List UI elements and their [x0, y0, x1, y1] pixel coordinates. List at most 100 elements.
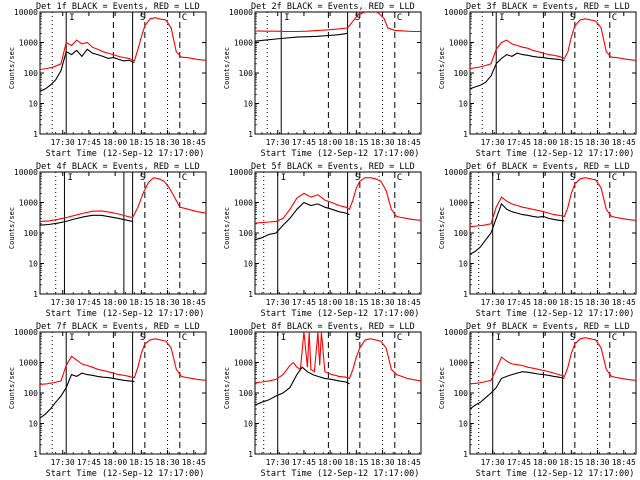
x-tick-label: 17:45 — [292, 298, 316, 307]
x-tick-label: 17:45 — [77, 138, 101, 147]
y-tick-label: 1 — [33, 130, 38, 139]
x-axis-label: Start Time (12-Sep-12 17:17:00) — [260, 469, 420, 479]
events-series-line — [40, 48, 135, 92]
interval-marker-label: I — [499, 13, 504, 23]
panel-svg: 1 10 100 1000 10000 17:30 17:45 18:00 18:15 18:30… — [229, 168, 422, 307]
panel-svg: 1 10 100 1000 10000 17:30 17:45 18:00 18:15 18:30… — [14, 168, 207, 307]
panel-title: Det 6f BLACK = Events, RED = LLD — [466, 162, 630, 172]
x-tick-label: 18:45 — [397, 298, 421, 307]
y-tick-label: 10000 — [14, 8, 38, 17]
y-tick-label: 10 — [458, 100, 468, 109]
y-tick-label: 1 — [33, 290, 38, 299]
y-tick-label: 1000 — [449, 199, 468, 208]
y-axis-label: Counts/sec — [223, 206, 231, 250]
y-axis-label: Counts/sec — [8, 366, 16, 410]
x-axis-label: Start Time (12-Sep-12 17:17:00) — [260, 149, 420, 159]
y-tick-label: 100 — [239, 69, 254, 78]
lld-series-line — [470, 337, 636, 385]
y-tick-label: 10 — [458, 260, 468, 269]
x-axis-label: Start Time (12-Sep-12 17:17:00) — [45, 149, 205, 159]
interval-marker-label: I — [281, 173, 286, 183]
events-series-line — [40, 214, 133, 226]
interval-marker-label: S — [140, 13, 145, 23]
interval-marker-label: I — [69, 13, 74, 23]
panel-svg: 1 10 100 1000 10000 17:30 17:45 18:00 18:15 18:30… — [229, 328, 422, 467]
panel-svg: 1 10 100 1000 10000 17:30 17:45 18:00 18:15 18:30… — [14, 328, 207, 467]
x-tick-label: 17:45 — [292, 458, 316, 467]
y-tick-label: 10000 — [229, 8, 253, 17]
y-tick-label: 1000 — [234, 39, 253, 48]
interval-marker-label: S — [355, 13, 360, 23]
interval-marker-label: I — [69, 333, 74, 343]
y-tick-label: 10 — [28, 420, 38, 429]
x-tick-label: 18:15 — [129, 458, 153, 467]
plot-frame — [254, 171, 422, 295]
y-tick-label: 1 — [463, 450, 468, 459]
x-tick-label: 18:15 — [129, 138, 153, 147]
x-tick-label: 18:15 — [559, 298, 583, 307]
y-tick-label: 10000 — [444, 8, 468, 17]
lld-series-line — [470, 177, 636, 228]
lld-series-line — [40, 338, 206, 386]
x-tick-label: 18:00 — [103, 458, 127, 467]
interval-marker-label: C — [612, 173, 617, 183]
x-tick-label: 17:30 — [266, 138, 290, 147]
y-axis-label: Counts/sec — [8, 46, 16, 90]
x-tick-label: 18:00 — [318, 138, 342, 147]
y-tick-label: 100 — [24, 69, 39, 78]
events-series-line — [255, 201, 350, 241]
x-axis-label: Start Time (12-Sep-12 17:17:00) — [475, 149, 635, 159]
x-tick-label: 18:30 — [371, 298, 395, 307]
panel-svg: 1 10 100 1000 10000 17:30 17:45 18:00 18:15 18:30… — [444, 8, 637, 147]
x-tick-label: 18:00 — [103, 298, 127, 307]
x-tick-label: 18:45 — [182, 138, 206, 147]
x-tick-label: 18:30 — [371, 138, 395, 147]
plot-frame — [254, 331, 422, 455]
y-tick-label: 1000 — [234, 359, 253, 368]
lld-series-line — [40, 17, 206, 71]
y-tick-label: 1 — [248, 290, 253, 299]
events-series-line — [470, 202, 565, 255]
detector-panel: 1 10 100 1000 10000 17:30 17:45 18:00 18:15 18:30… — [430, 320, 640, 480]
lld-series-line — [255, 12, 421, 33]
x-tick-label: 17:45 — [507, 458, 531, 467]
events-series-line — [470, 371, 565, 410]
y-axis-label: Counts/sec — [438, 366, 446, 410]
interval-marker-label: C — [182, 13, 187, 23]
lld-series-line — [255, 177, 421, 224]
detector-panel: 1 10 100 1000 10000 17:30 17:45 18:00 18:15 18:30… — [430, 0, 640, 160]
y-tick-label: 10000 — [444, 168, 468, 177]
interval-marker-label: C — [182, 333, 187, 343]
interval-marker-label: I — [496, 173, 501, 183]
y-tick-label: 10 — [243, 260, 253, 269]
lld-series-line — [40, 177, 206, 222]
y-tick-label: 10 — [458, 420, 468, 429]
panel-title: Det 2f BLACK = Events, RED = LLD — [251, 2, 415, 12]
x-tick-label: 18:15 — [344, 298, 368, 307]
panel-title: Det 7f BLACK = Events, RED = LLD — [36, 322, 200, 332]
x-tick-label: 18:30 — [586, 458, 610, 467]
panel-title: Det 1f BLACK = Events, RED = LLD — [36, 2, 200, 12]
detector-panel: 1 10 100 1000 10000 17:30 17:45 18:00 18:15 18:30… — [215, 0, 425, 160]
panel-svg: 1 10 100 1000 10000 17:30 17:45 18:00 18:15 18:30… — [444, 168, 637, 307]
y-tick-label: 10000 — [14, 328, 38, 337]
y-tick-label: 10000 — [444, 328, 468, 337]
y-tick-label: 100 — [24, 229, 39, 238]
x-tick-label: 18:45 — [182, 458, 206, 467]
detector-panel: 1 10 100 1000 10000 17:30 17:45 18:00 18:15 18:30… — [215, 320, 425, 480]
interval-marker-label: I — [496, 333, 501, 343]
events-series-line — [255, 366, 350, 406]
interval-marker-label: S — [355, 173, 360, 183]
x-tick-label: 18:30 — [371, 458, 395, 467]
x-tick-label: 18:45 — [397, 138, 421, 147]
interval-marker-label: S — [570, 333, 575, 343]
x-tick-label: 17:30 — [51, 458, 75, 467]
y-tick-label: 100 — [24, 389, 39, 398]
y-tick-label: 1000 — [19, 199, 38, 208]
interval-marker-label: I — [67, 173, 72, 183]
y-tick-label: 10 — [28, 100, 38, 109]
y-tick-label: 1000 — [449, 39, 468, 48]
x-tick-label: 18:45 — [397, 458, 421, 467]
x-tick-label: 17:30 — [481, 458, 505, 467]
y-tick-label: 100 — [239, 389, 254, 398]
